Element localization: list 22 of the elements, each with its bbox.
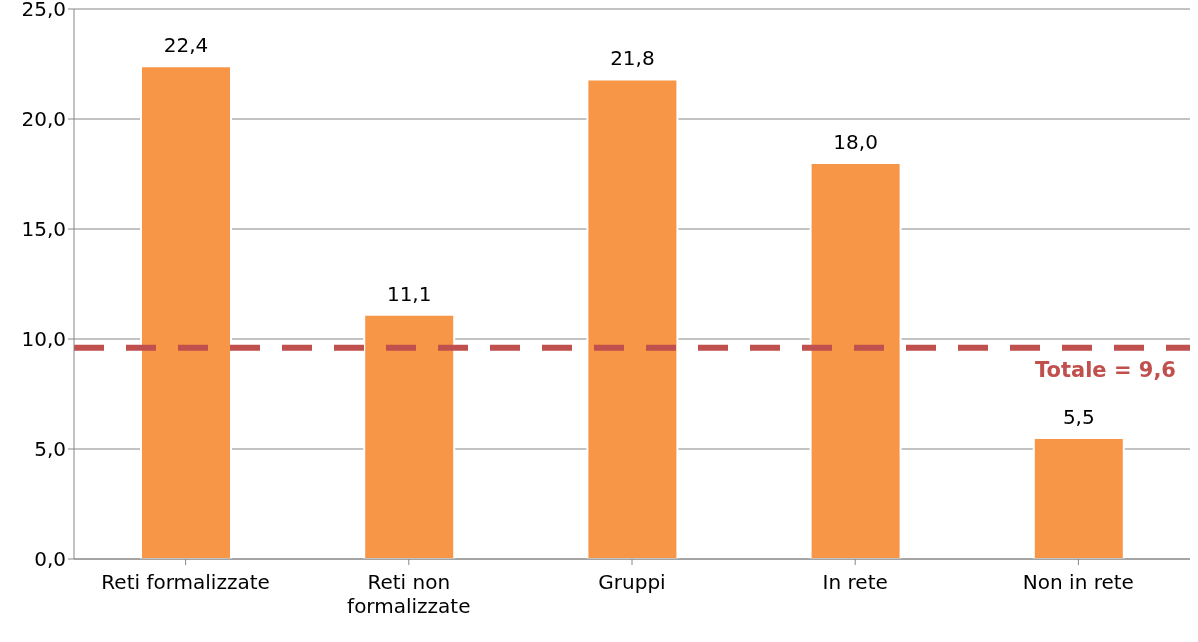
y-tick-label: 5,0 [34,437,66,462]
bar [363,313,456,559]
x-tick-label: In rete [822,570,888,594]
x-tick-label: Reti non formalizzate [347,570,471,618]
data-label: 18,0 [833,130,878,154]
data-label: 21,8 [610,46,655,71]
data-label: 22,4 [163,33,209,58]
x-tick-label: Reti formalizzate [101,570,270,594]
y-tick-label: 0,0 [34,547,66,572]
data-label: 5,5 [1062,405,1095,429]
ref-line-label: Totale = 9,6 [1034,357,1176,382]
bar [586,78,679,559]
data-label: 11,1 [386,281,432,306]
y-tick-label: 20,0 [21,107,66,132]
bar [1032,437,1125,559]
y-tick-label: 15,0 [21,217,66,242]
bar [809,162,902,559]
x-tick-label: Gruppi [598,570,666,594]
y-tick-label: 10,0 [21,327,66,352]
x-tick-label: Non in rete [1022,570,1134,594]
bar [140,65,232,559]
y-tick-label: 25,0 [21,0,66,22]
